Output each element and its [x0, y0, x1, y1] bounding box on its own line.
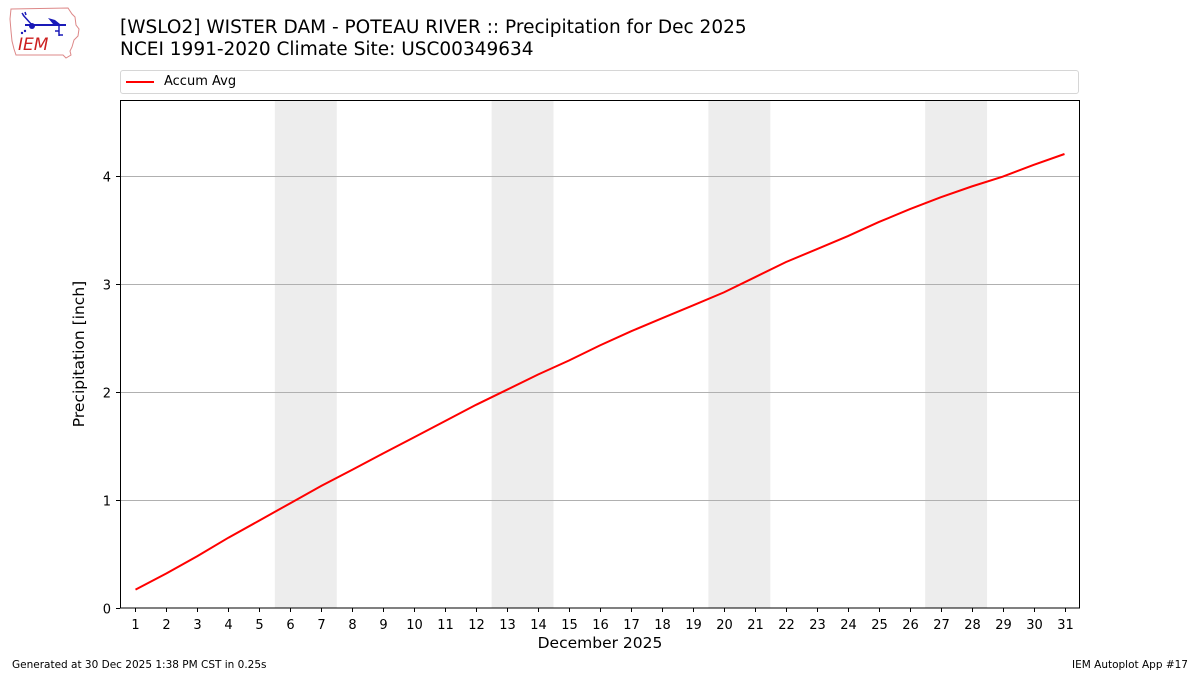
x-tick-label: 30	[1026, 618, 1043, 633]
x-tick-label: 31	[1057, 618, 1074, 633]
x-tick-label: 23	[809, 618, 826, 633]
iem-iowa-weather-logo-icon: IEM	[9, 7, 80, 59]
generated-timestamp: Generated at 30 Dec 2025 1:38 PM CST in …	[12, 659, 267, 671]
x-tick-label: 3	[193, 618, 201, 633]
weekend-shading	[274, 100, 988, 608]
y-tick-label: 1	[103, 495, 111, 510]
y-tick-label: 2	[103, 387, 111, 402]
x-tick-label: 13	[499, 618, 516, 633]
weekend-band	[491, 100, 554, 608]
x-tick-label: 21	[747, 618, 764, 633]
x-tick-label: 27	[933, 618, 950, 633]
x-tick-label: 7	[317, 618, 325, 633]
x-tick-label: 16	[592, 618, 609, 633]
x-tick-label: 4	[224, 618, 232, 633]
y-axis-ticks: 0 1 2 3 4	[103, 171, 120, 618]
x-tick-label: 26	[902, 618, 919, 633]
y-tick-label: 3	[103, 279, 111, 294]
chart-title: [WSLO2] WISTER DAM - POTEAU RIVER :: Pre…	[120, 17, 747, 61]
legend: Accum Avg	[120, 70, 1079, 94]
x-tick-label: 17	[623, 618, 640, 633]
x-tick-label: 11	[437, 618, 454, 633]
y-axis-label: Precipitation [inch]	[70, 280, 88, 428]
x-tick-label: 10	[406, 618, 423, 633]
x-tick-label: 8	[348, 618, 356, 633]
x-axis-ticks: 1 2 3 4 5 6 7 8 9 10 11 12 13 14 15 16 17 18 19 20 21 22 23 24 2…	[131, 608, 1074, 633]
x-tick-label: 9	[379, 618, 387, 633]
iem-logo: IEM	[8, 5, 80, 59]
x-tick-label: 14	[530, 618, 547, 633]
x-tick-label: 2	[162, 618, 170, 633]
x-tick-label: 5	[255, 618, 263, 633]
x-tick-label: 15	[561, 618, 578, 633]
x-tick-label: 29	[995, 618, 1012, 633]
weekend-band	[708, 100, 771, 608]
title-line-2: NCEI 1991-2020 Climate Site: USC00349634	[120, 39, 534, 60]
legend-label: Accum Avg	[164, 74, 237, 89]
x-tick-label: 6	[286, 618, 294, 633]
x-tick-label: 20	[716, 618, 733, 633]
title-line-1: [WSLO2] WISTER DAM - POTEAU RIVER :: Pre…	[120, 17, 747, 38]
weekend-band	[274, 100, 337, 608]
x-tick-label: 1	[131, 618, 139, 633]
x-axis-label: December 2025	[537, 634, 663, 652]
x-tick-label: 28	[964, 618, 981, 633]
x-tick-label: 18	[654, 618, 671, 633]
y-tick-label: 0	[103, 603, 111, 618]
x-tick-label: 19	[685, 618, 702, 633]
logo-text: IEM	[18, 35, 49, 55]
x-tick-label: 24	[840, 618, 857, 633]
app-credit: IEM Autoplot App #17	[1072, 659, 1188, 671]
x-tick-label: 12	[468, 618, 485, 633]
accum-avg-line	[135, 153, 1065, 591]
y-gridlines	[120, 176, 1080, 501]
x-tick-label: 22	[778, 618, 795, 633]
x-tick-label: 25	[871, 618, 888, 633]
legend-line-swatch	[126, 81, 154, 83]
y-tick-label: 4	[103, 171, 111, 186]
